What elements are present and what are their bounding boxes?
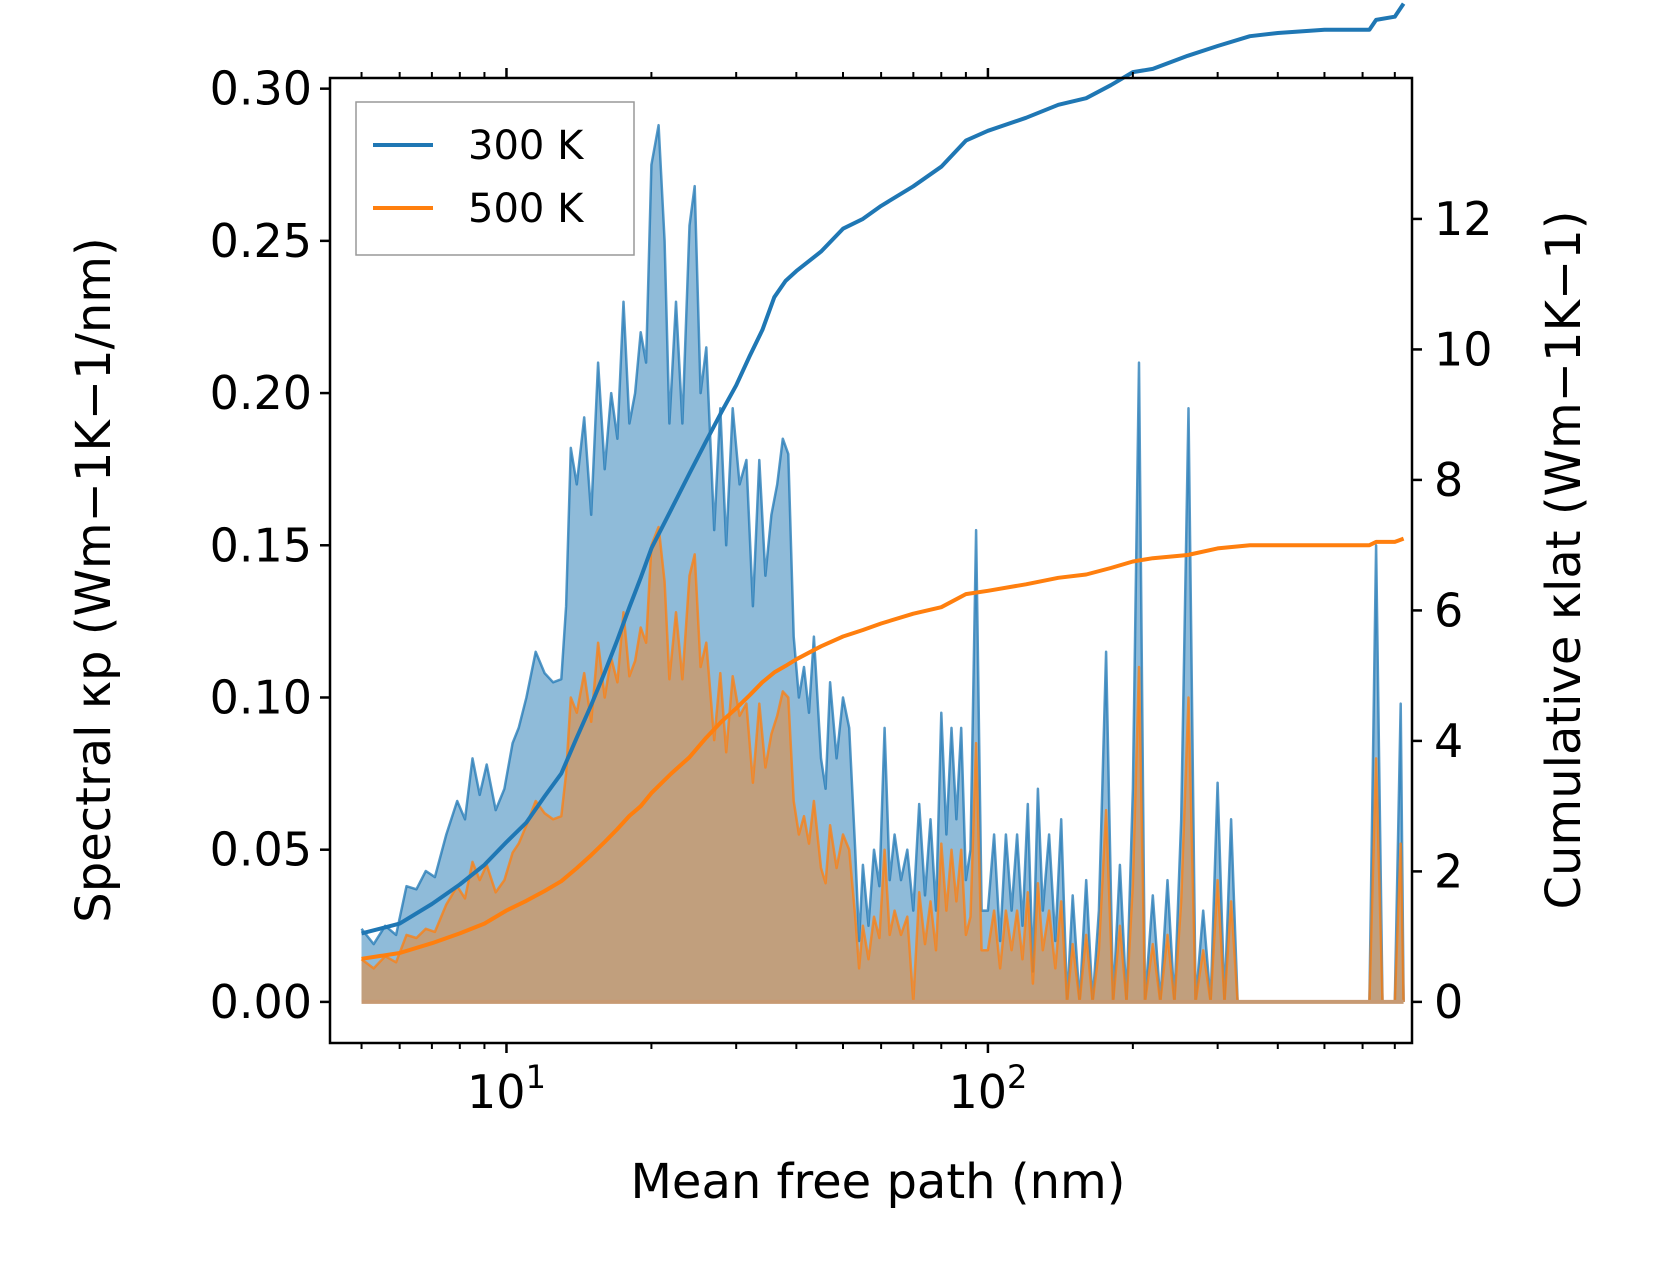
left-y-tick-label: 0.20	[210, 366, 312, 420]
spectral-line-1	[360, 525, 1405, 1004]
right-y-tick-label: 12	[1434, 192, 1493, 246]
right-y-tick-label: 8	[1434, 453, 1463, 507]
right-y-tick-label: 4	[1434, 714, 1463, 768]
spectral-line-0	[360, 123, 1405, 1004]
legend-frame	[355, 101, 635, 256]
right-y-axis-label: Cumulative κlat (Wm−1K−1)	[1536, 211, 1592, 910]
right-y-tick-label: 2	[1434, 844, 1463, 898]
axes-ticks: 0.00 0.05 0.10 0.15 0.20 0.25 0.30 0 2 4 6 8 10 12 101…	[210, 62, 1493, 1119]
x-tick-label: 102	[948, 1058, 1027, 1119]
right-y-tick-label: 0	[1434, 975, 1463, 1029]
legend-label-300k: 300 K	[468, 123, 585, 169]
left-y-tick-label: 0.00	[210, 975, 312, 1029]
right-y-tick-label: 6	[1434, 583, 1463, 637]
left-y-tick-label: 0.15	[210, 518, 312, 572]
cumulative-line-0	[361, 2, 1406, 936]
legend: 300 K 500 K	[355, 101, 635, 256]
left-y-tick-label: 0.10	[210, 670, 312, 724]
plot-frame	[328, 76, 1414, 1045]
left-y-tick-label: 0.25	[210, 214, 312, 268]
right-y-tick-label: 10	[1434, 322, 1493, 376]
left-y-tick-label: 0.05	[210, 823, 312, 877]
spectral-area-1	[361, 527, 1404, 1002]
plot-area	[360, 2, 1406, 1004]
x-axis-label: Mean free path (nm)	[631, 1154, 1126, 1210]
x-tick-label: 101	[467, 1058, 546, 1119]
left-y-axis-label: Spectral κp (Wm−1K−1/nm)	[66, 237, 122, 922]
cumulative-line-1	[361, 536, 1405, 961]
left-y-tick-label: 0.30	[210, 62, 312, 116]
legend-label-500k: 500 K	[468, 186, 585, 232]
